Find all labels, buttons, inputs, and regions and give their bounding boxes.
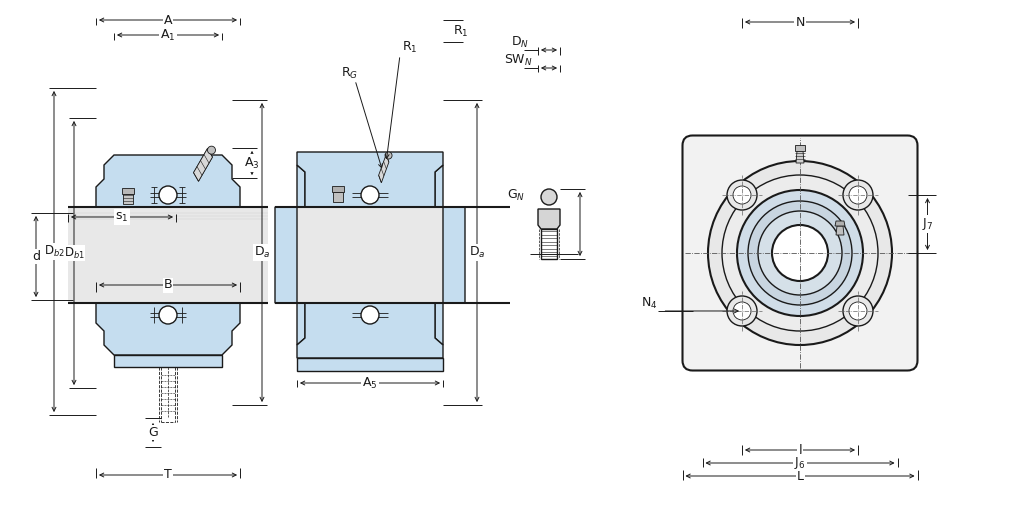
Text: J: J [798,443,802,457]
Text: L: L [797,470,804,482]
Polygon shape [297,358,443,371]
Text: D$_N$: D$_N$ [511,34,529,49]
Circle shape [758,211,842,295]
Polygon shape [332,186,344,192]
Circle shape [748,201,852,305]
Circle shape [737,190,863,316]
Circle shape [727,180,757,210]
FancyBboxPatch shape [683,135,918,371]
Text: G$_N$: G$_N$ [507,187,525,203]
Text: A: A [164,14,172,26]
Circle shape [733,186,751,204]
Polygon shape [96,155,240,207]
Text: A$_3$: A$_3$ [245,156,260,171]
Circle shape [733,302,751,320]
Text: D$_a$: D$_a$ [254,245,270,260]
Text: d: d [32,250,40,263]
Polygon shape [795,145,805,151]
Text: G: G [148,426,158,439]
Polygon shape [194,148,213,181]
Text: R$_1$: R$_1$ [402,39,418,55]
Circle shape [708,161,892,345]
Circle shape [849,186,867,204]
Polygon shape [333,192,343,202]
Circle shape [159,306,177,324]
Text: D$_{b1}$: D$_{b1}$ [63,245,84,261]
Polygon shape [836,226,844,235]
Polygon shape [275,207,465,303]
Circle shape [159,186,177,204]
Text: A$_1$: A$_1$ [161,27,176,42]
Circle shape [843,296,873,326]
Text: R$_G$: R$_G$ [341,66,358,81]
Circle shape [772,225,828,281]
Polygon shape [835,221,845,226]
Text: A$_5$: A$_5$ [362,375,378,390]
Polygon shape [68,207,268,303]
Polygon shape [122,188,134,194]
Circle shape [541,189,557,205]
Circle shape [727,296,757,326]
Polygon shape [275,165,305,345]
Polygon shape [96,303,240,355]
Circle shape [385,152,392,159]
Polygon shape [297,152,443,207]
Polygon shape [435,165,465,345]
Text: s$_1$: s$_1$ [116,211,129,224]
Text: B: B [164,278,172,291]
Text: J$_7$: J$_7$ [922,216,933,232]
Polygon shape [123,194,133,204]
Text: R$_1$: R$_1$ [454,23,469,38]
Circle shape [361,186,379,204]
Text: D$_{b2}$: D$_{b2}$ [44,244,65,259]
Circle shape [849,302,867,320]
Polygon shape [114,355,222,367]
Polygon shape [541,229,557,259]
Circle shape [208,146,215,154]
Text: N$_4$: N$_4$ [641,295,657,311]
Circle shape [843,180,873,210]
Polygon shape [796,151,804,163]
Circle shape [722,175,878,331]
Text: N: N [796,16,805,28]
Polygon shape [538,209,560,229]
Text: J$_6$: J$_6$ [795,455,806,471]
Text: D$_a$: D$_a$ [469,245,485,260]
Polygon shape [297,303,443,358]
Text: T: T [164,469,172,481]
Circle shape [361,306,379,324]
Text: SW$_N$: SW$_N$ [504,53,532,68]
Polygon shape [379,155,389,183]
